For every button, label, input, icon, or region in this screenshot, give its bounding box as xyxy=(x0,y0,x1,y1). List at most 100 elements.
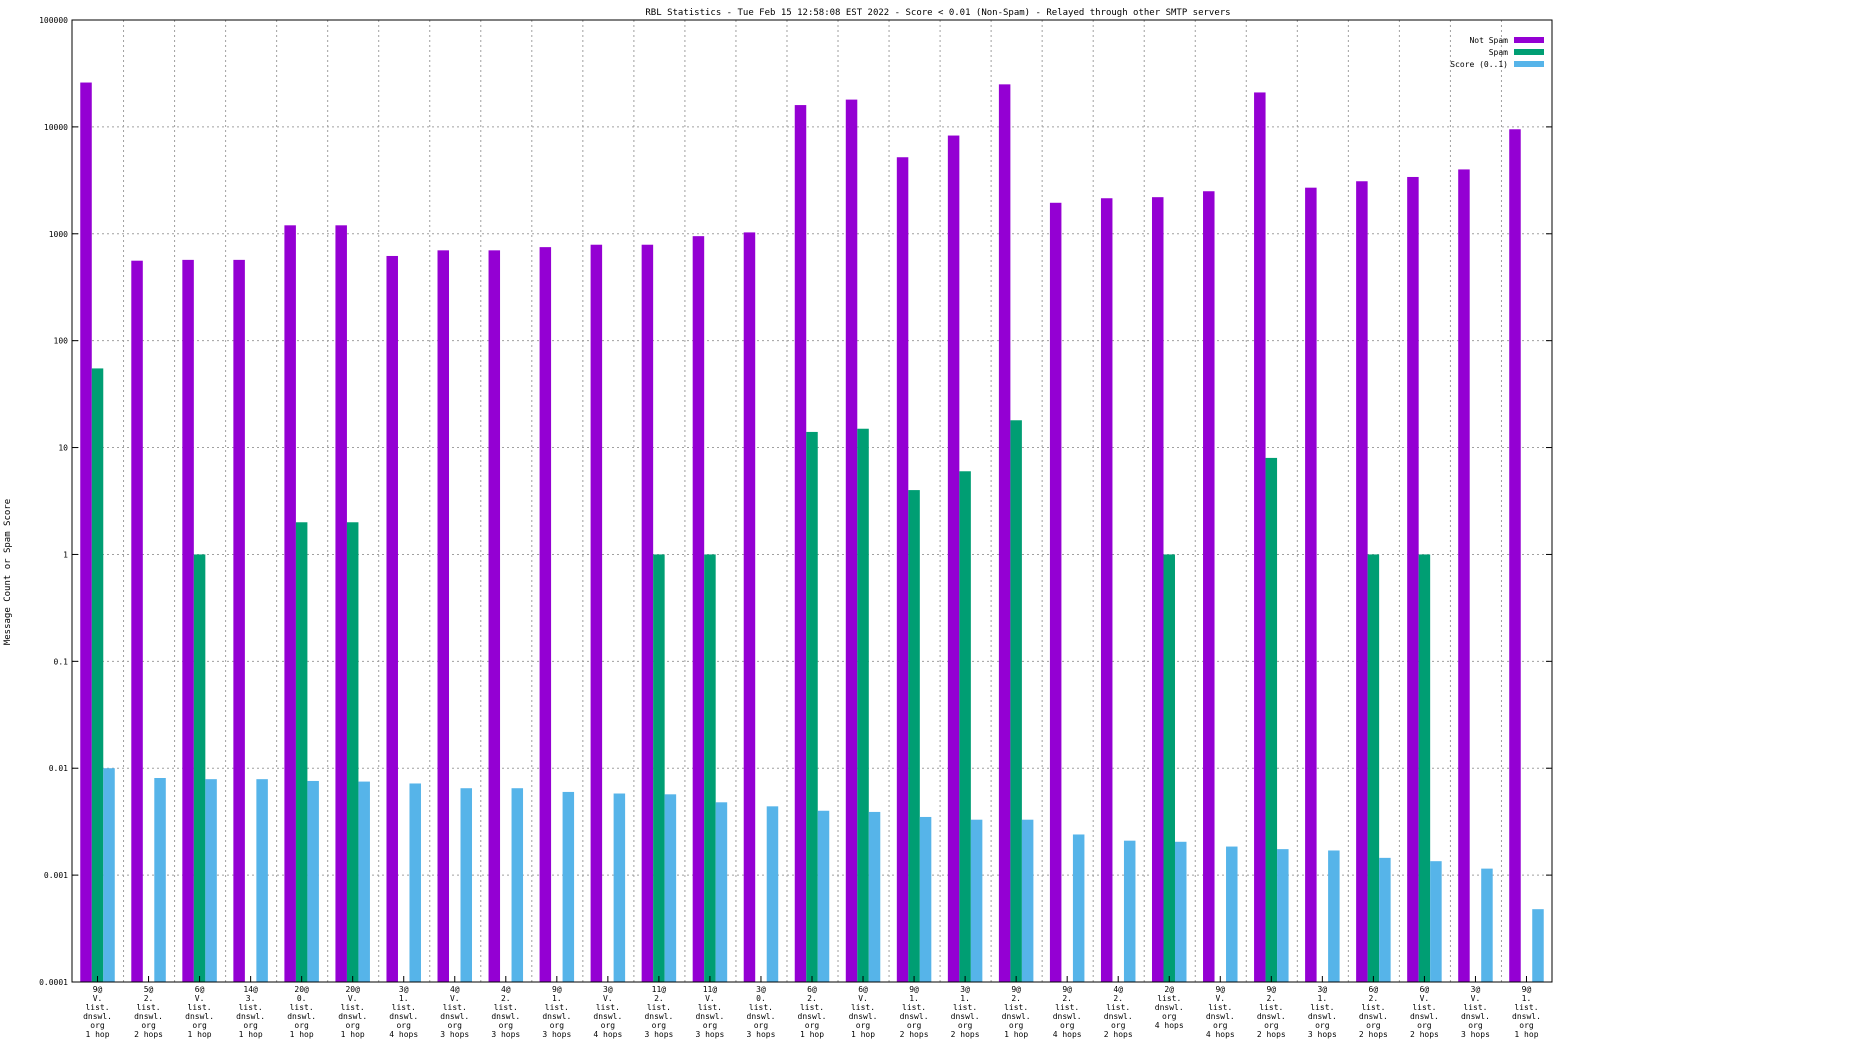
x-category-label: 20@ xyxy=(294,985,309,994)
x-category-label: dnswl. xyxy=(440,1012,469,1021)
bar-not-spam xyxy=(386,255,398,982)
x-category-label: 3@ xyxy=(603,985,613,994)
x-category-label: list. xyxy=(647,1003,671,1012)
x-category-label: dnswl. xyxy=(695,1012,724,1021)
x-category-label: dnswl. xyxy=(1206,1012,1235,1021)
bar-not-spam xyxy=(437,250,450,982)
x-category-label: list. xyxy=(1310,1003,1334,1012)
x-category-label: 4 hops xyxy=(1206,1030,1235,1039)
bar-score-0-1 xyxy=(1021,819,1034,982)
x-category-label: 3@ xyxy=(756,985,766,994)
x-category-label: V. xyxy=(858,994,868,1003)
bar-not-spam xyxy=(794,105,807,982)
bar-score-0-1 xyxy=(205,779,217,982)
x-category-label: 2. xyxy=(1266,994,1276,1003)
x-category-label: 1 hop xyxy=(800,1030,824,1039)
x-category-label: org xyxy=(448,1021,463,1030)
x-category-label: list. xyxy=(137,1003,161,1012)
x-category-label: 2 hops xyxy=(1359,1030,1388,1039)
x-category-label: dnswl. xyxy=(236,1012,265,1021)
x-category-label: org xyxy=(90,1021,105,1030)
legend-label: Spam xyxy=(1489,48,1508,57)
bar-score-0-1 xyxy=(1379,857,1391,982)
x-category-label: 2 hops xyxy=(951,1030,980,1039)
x-category-label: list. xyxy=(1259,1003,1283,1012)
x-category-label: dnswl. xyxy=(1155,1003,1184,1012)
bar-spam xyxy=(959,471,971,982)
x-category-label: 2 hops xyxy=(1257,1030,1286,1039)
legend-swatch xyxy=(1514,49,1544,55)
bar-score-0-1 xyxy=(868,811,881,982)
y-tick-label: 0.01 xyxy=(49,764,68,773)
x-category-label: list. xyxy=(749,1003,773,1012)
x-category-label: org xyxy=(1417,1021,1432,1030)
bar-not-spam xyxy=(896,157,909,982)
x-category-label: dnswl. xyxy=(1104,1012,1133,1021)
x-category-label: dnswl. xyxy=(951,1012,980,1021)
x-category-label: list. xyxy=(698,1003,722,1012)
x-category-label: dnswl. xyxy=(185,1012,214,1021)
bar-spam xyxy=(653,554,665,982)
bar-score-0-1 xyxy=(409,783,421,982)
x-category-label: dnswl. xyxy=(900,1012,929,1021)
x-category-label: 9@ xyxy=(1062,985,1072,994)
bar-not-spam xyxy=(1100,198,1113,983)
x-category-label: org xyxy=(652,1021,667,1030)
bar-score-0-1 xyxy=(256,779,268,982)
x-category-label: 4 hops xyxy=(389,1030,418,1039)
bar-score-0-1 xyxy=(1481,868,1493,982)
y-axis-ticks: 100000 10000 1000 100 10 1 0.1 0.01 0.001 0.0001 xyxy=(39,16,1552,987)
x-category-label: 1 hop xyxy=(239,1030,263,1039)
x-category-label: 11@ xyxy=(703,985,718,994)
x-category-label: org xyxy=(754,1021,769,1030)
bar-not-spam xyxy=(335,225,347,982)
x-category-label: 2 hops xyxy=(1410,1030,1439,1039)
y-tick-label: 0.1 xyxy=(54,657,69,666)
x-category-label: list. xyxy=(392,1003,416,1012)
x-category-label: 3. xyxy=(246,994,256,1003)
x-category-label: 3 hops xyxy=(542,1030,571,1039)
x-category-label: dnswl. xyxy=(491,1012,520,1021)
bar-score-0-1 xyxy=(154,778,166,982)
x-category-label: dnswl. xyxy=(338,1012,367,1021)
x-category-label: 11@ xyxy=(652,985,667,994)
bar-spam xyxy=(908,490,920,982)
x-category-label: 1. xyxy=(399,994,409,1003)
x-category-label: org xyxy=(396,1021,411,1030)
x-category-label: dnswl. xyxy=(134,1012,163,1021)
x-category-label: dnswl. xyxy=(1257,1012,1286,1021)
bar-score-0-1 xyxy=(664,794,677,982)
x-category-label: 6@ xyxy=(195,985,205,994)
x-category-label: org xyxy=(805,1021,820,1030)
x-category-label: 9@ xyxy=(1522,985,1532,994)
x-category-label: 9@ xyxy=(552,985,562,994)
x-category-label: list. xyxy=(596,1003,620,1012)
bar-not-spam xyxy=(845,99,858,983)
x-category-label: org xyxy=(141,1021,156,1030)
x-category-label: 3 hops xyxy=(747,1030,776,1039)
bar-not-spam xyxy=(692,236,705,982)
x-category-label: 9@ xyxy=(1011,985,1021,994)
x-category-label: org xyxy=(1111,1021,1126,1030)
x-category-label: list. xyxy=(85,1003,109,1012)
x-category-label: list. xyxy=(341,1003,365,1012)
x-category-label: 1 hop xyxy=(188,1030,212,1039)
bar-spam xyxy=(295,522,308,982)
x-category-label: list. xyxy=(239,1003,263,1012)
x-category-label: dnswl. xyxy=(389,1012,418,1021)
bar-score-0-1 xyxy=(1328,850,1340,982)
x-category-label: 1. xyxy=(1318,994,1328,1003)
bar-score-0-1 xyxy=(613,793,626,982)
x-category-label: dnswl. xyxy=(1002,1012,1031,1021)
bar-score-0-1 xyxy=(1532,909,1544,982)
bar-not-spam xyxy=(1407,176,1419,983)
x-category-label: org xyxy=(1366,1021,1381,1030)
bar-score-0-1 xyxy=(1226,846,1238,982)
bar-score-0-1 xyxy=(511,788,524,982)
x-category-label: dnswl. xyxy=(1308,1012,1337,1021)
bars xyxy=(80,82,1544,983)
bar-not-spam xyxy=(1049,202,1062,982)
x-category-label: dnswl. xyxy=(287,1012,316,1021)
legend-swatch xyxy=(1514,61,1544,67)
x-category-label: list. xyxy=(1463,1003,1487,1012)
